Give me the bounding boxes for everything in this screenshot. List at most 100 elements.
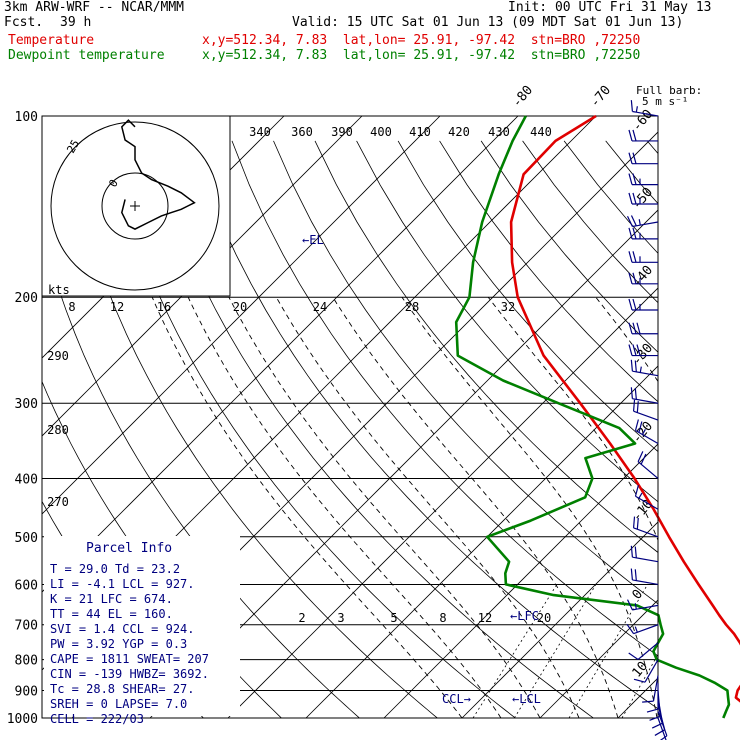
theta-label: 390 — [331, 125, 353, 139]
wind-barb-flag — [637, 451, 644, 462]
mixing-ratio-label: 12 — [478, 611, 492, 625]
theta-label: 430 — [488, 125, 510, 139]
moist-adiabat-line — [228, 296, 541, 718]
parcel-info-row: CIN = -139 HWBZ= 3692. — [50, 667, 209, 681]
hodo-speed-label: 16 — [157, 300, 171, 314]
theta-side-label: 290 — [47, 349, 69, 363]
hodo-speed-label: 8 — [68, 300, 75, 314]
wind-barb-flag — [626, 215, 633, 227]
wind-barb-flag — [632, 516, 636, 528]
wind-barb-flag — [628, 152, 633, 164]
wind-barb-flag — [632, 129, 637, 142]
wind-barb-flag — [634, 546, 637, 558]
mixing-ratio-line — [670, 584, 740, 718]
pressure-label: 100 — [15, 110, 38, 125]
parcel-info-title: Parcel Info — [86, 541, 172, 556]
theta-side-label: 270 — [47, 495, 69, 509]
temperature-tick-label: -70 — [588, 83, 615, 111]
mixing-ratio-label: 3 — [337, 611, 344, 625]
wind-barb-half — [634, 626, 638, 633]
dry-adiabat-line — [356, 140, 658, 503]
legend-temperature: Temperature — [8, 33, 95, 48]
isotherm-line — [539, 599, 658, 718]
pressure-label: 400 — [15, 472, 38, 487]
wind-barb-shaft — [652, 675, 659, 702]
dry-adiabat-line — [480, 140, 658, 353]
hodograph-ring-label-outer: 25 — [64, 138, 82, 156]
wind-barb-half — [635, 106, 638, 113]
legend-dewpoint: Dewpoint temperature — [8, 48, 165, 63]
wind-barb-flag — [632, 272, 637, 284]
moist-adiabat-line — [151, 297, 463, 718]
moist-adiabat-line — [332, 296, 619, 718]
dry-adiabat-line — [314, 140, 658, 553]
wind-barb-flag — [628, 173, 633, 185]
pressure-label: 600 — [15, 578, 38, 593]
mixing-ratio-line — [514, 584, 597, 718]
wind-barb-flag — [634, 419, 639, 431]
wind-barb-flag — [634, 569, 637, 581]
pressure-label: 700 — [15, 619, 38, 634]
wind-barb-flag — [626, 623, 635, 634]
pressure-label: 800 — [15, 654, 38, 669]
wind-barb-flag — [630, 387, 633, 399]
wind-barb-shaft — [632, 221, 659, 228]
wind-barb-half — [639, 366, 642, 373]
temperature-curve — [509, 114, 740, 703]
wind-barb-flag — [628, 322, 633, 334]
parcel-info-row: K = 21 LFC = 674. — [50, 592, 173, 606]
hodo-speed-label: 24 — [313, 300, 327, 314]
wind-barb-flag — [632, 173, 637, 185]
wind-barb-flag — [630, 100, 633, 112]
lcl-annotation: ←LCL — [512, 692, 541, 706]
wind-barb-shaft — [637, 642, 659, 660]
dry-adiabat-line — [689, 141, 740, 731]
el-annotation: ←EL — [302, 233, 324, 247]
parcel-info-row: SVI = 1.4 CCL = 924. — [50, 622, 195, 636]
wind-barb-half — [641, 429, 646, 435]
isotherm-line — [42, 116, 519, 593]
wind-barb-shaft — [644, 659, 659, 683]
wind-barb-flag — [632, 322, 637, 334]
valid-time: Valid: 15 UTC Sat 01 Jun 13 (09 MDT Sat … — [292, 15, 684, 30]
wind-barb-shaft — [657, 717, 667, 740]
wind-barb-shaft — [637, 461, 659, 479]
forecast-label: Fcst. — [4, 15, 44, 30]
full-barb-label: Full barb: — [636, 84, 702, 97]
hodograph-units: kts — [48, 283, 70, 297]
dry-adiabat-line — [646, 140, 658, 155]
wind-barb-flag — [632, 192, 637, 205]
wind-barb-flag — [634, 360, 637, 372]
dry-adiabat-line — [231, 140, 658, 657]
theta-label: 420 — [448, 125, 470, 139]
pressure-label: 500 — [15, 531, 38, 546]
isotherm-line — [42, 116, 363, 437]
forecast-hour: 39 h — [60, 15, 92, 30]
isotherm-line — [227, 287, 658, 718]
wind-barb-flag — [634, 387, 637, 400]
wind-barb-flag — [646, 708, 659, 713]
full-barb-units: 5 m s⁻¹ — [642, 95, 688, 108]
wind-barb-flag — [651, 722, 663, 729]
wind-barb-flag — [628, 227, 633, 240]
wind-barb-flag — [628, 251, 633, 263]
dry-adiabat-line — [397, 140, 658, 453]
theta-label: 340 — [249, 125, 271, 139]
parcel-info-row: T = 29.0 Td = 23.2 — [50, 562, 180, 576]
mixing-ratio-label: 2 — [298, 611, 305, 625]
wind-barb-shaft — [632, 556, 659, 563]
moist-adiabat-line — [401, 296, 658, 718]
parcel-info-box — [44, 536, 240, 716]
wind-barb-flag — [636, 517, 639, 530]
temperature-tick-label: -50 — [630, 185, 657, 213]
hodo-speed-label: 28 — [405, 300, 419, 314]
parcel-info-row: CAPE = 1811 SWEAT= 207 — [50, 652, 209, 666]
wind-barb-flag — [636, 401, 639, 413]
wind-barb-flag — [632, 344, 637, 356]
wind-barb-shaft — [633, 410, 659, 421]
hodograph-ring-inner — [101, 172, 169, 240]
wind-barb-flag — [632, 298, 637, 311]
wind-barb-flag — [630, 359, 633, 372]
wind-barb-shaft — [632, 579, 659, 586]
